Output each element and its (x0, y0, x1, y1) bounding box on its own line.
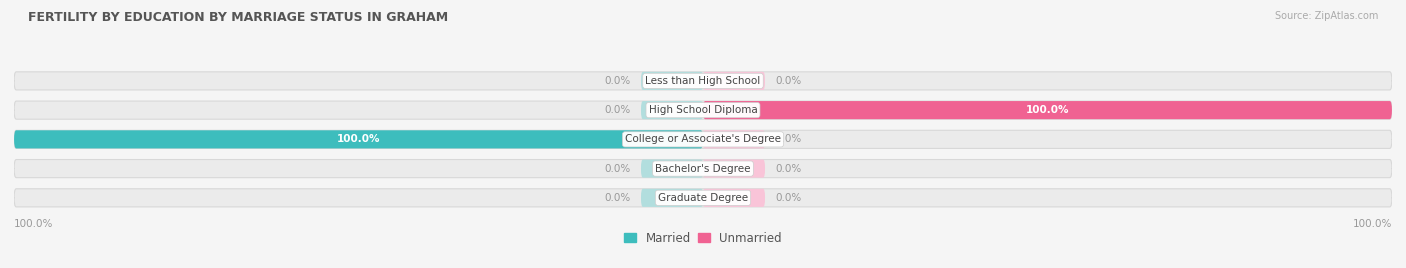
Text: 0.0%: 0.0% (605, 105, 631, 115)
FancyBboxPatch shape (703, 130, 765, 148)
Text: 100.0%: 100.0% (1353, 219, 1392, 229)
FancyBboxPatch shape (14, 159, 1392, 178)
Text: 0.0%: 0.0% (605, 76, 631, 86)
Text: Less than High School: Less than High School (645, 76, 761, 86)
FancyBboxPatch shape (703, 101, 1392, 119)
Text: Bachelor's Degree: Bachelor's Degree (655, 163, 751, 174)
Text: Source: ZipAtlas.com: Source: ZipAtlas.com (1274, 11, 1378, 21)
Text: 0.0%: 0.0% (775, 193, 801, 203)
Text: 100.0%: 100.0% (14, 219, 53, 229)
FancyBboxPatch shape (641, 101, 703, 119)
FancyBboxPatch shape (14, 130, 703, 148)
Text: 0.0%: 0.0% (775, 163, 801, 174)
FancyBboxPatch shape (703, 159, 765, 178)
Text: High School Diploma: High School Diploma (648, 105, 758, 115)
FancyBboxPatch shape (641, 189, 703, 207)
FancyBboxPatch shape (641, 72, 703, 90)
Text: College or Associate's Degree: College or Associate's Degree (626, 134, 780, 144)
Text: 0.0%: 0.0% (605, 163, 631, 174)
Text: Graduate Degree: Graduate Degree (658, 193, 748, 203)
Text: 0.0%: 0.0% (605, 193, 631, 203)
Text: 0.0%: 0.0% (775, 76, 801, 86)
FancyBboxPatch shape (703, 189, 765, 207)
FancyBboxPatch shape (641, 159, 703, 178)
FancyBboxPatch shape (703, 72, 765, 90)
FancyBboxPatch shape (14, 189, 1392, 207)
FancyBboxPatch shape (14, 72, 1392, 90)
Text: 100.0%: 100.0% (337, 134, 380, 144)
FancyBboxPatch shape (14, 130, 1392, 148)
Legend: Married, Unmarried: Married, Unmarried (620, 227, 786, 249)
Text: FERTILITY BY EDUCATION BY MARRIAGE STATUS IN GRAHAM: FERTILITY BY EDUCATION BY MARRIAGE STATU… (28, 11, 449, 24)
Text: 0.0%: 0.0% (775, 134, 801, 144)
Text: 100.0%: 100.0% (1026, 105, 1069, 115)
FancyBboxPatch shape (14, 101, 1392, 119)
